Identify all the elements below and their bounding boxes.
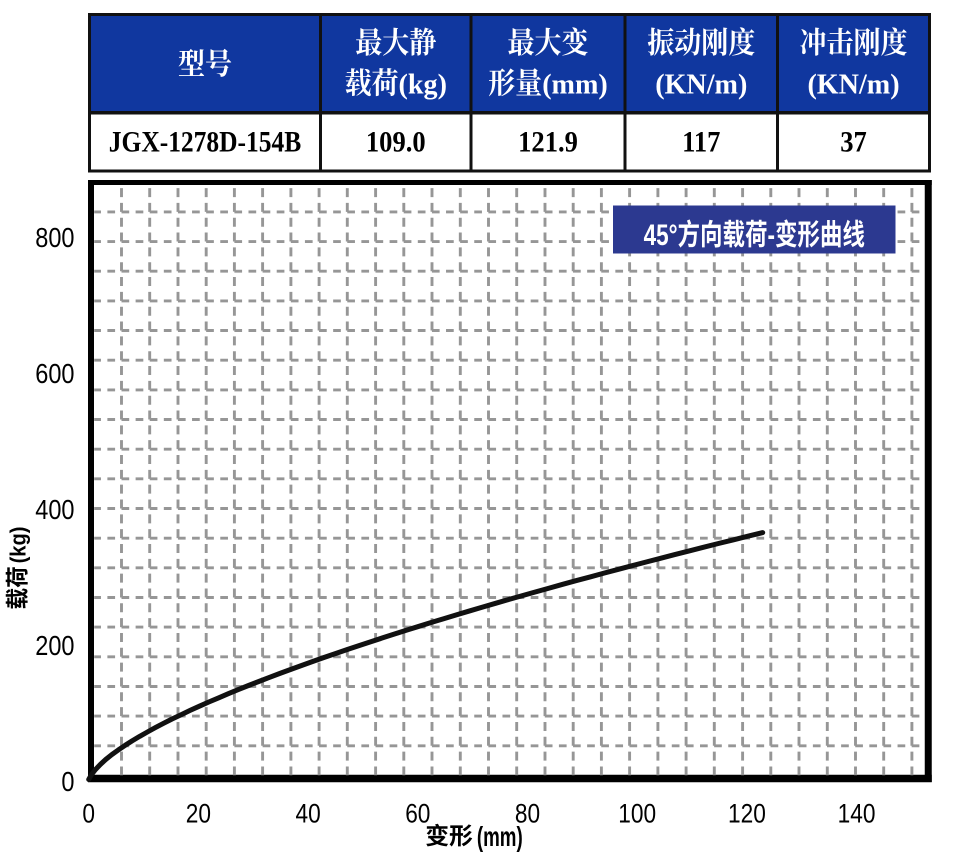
svg-text:60: 60: [405, 798, 430, 828]
svg-text:121.9: 121.9: [518, 126, 578, 159]
svg-text:117: 117: [682, 126, 720, 159]
svg-text:200: 200: [35, 631, 74, 661]
svg-text:-: -: [767, 218, 774, 252]
svg-text:140: 140: [838, 798, 876, 828]
svg-text:(kg): (kg): [399, 69, 447, 100]
svg-text:45°: 45°: [644, 218, 678, 252]
svg-text:120: 120: [728, 798, 766, 828]
svg-text:40: 40: [295, 798, 320, 828]
svg-text:80: 80: [515, 798, 540, 828]
svg-text:(mm): (mm): [542, 69, 608, 100]
svg-text:0: 0: [82, 798, 95, 828]
svg-text:600: 600: [35, 359, 74, 389]
svg-text:(KN/m): (KN/m): [655, 69, 747, 100]
svg-text:100: 100: [618, 798, 656, 828]
svg-text:(kg): (kg): [7, 526, 31, 563]
svg-text:400: 400: [35, 495, 74, 525]
svg-text:109.0: 109.0: [366, 126, 426, 159]
svg-text:(mm): (mm): [477, 821, 523, 853]
svg-text:800: 800: [35, 223, 74, 253]
svg-text:0: 0: [61, 767, 74, 797]
svg-text:(KN/m): (KN/m): [807, 69, 899, 100]
svg-text:37: 37: [840, 126, 867, 159]
svg-text:JGX-1278D-154B: JGX-1278D-154B: [109, 126, 301, 159]
svg-text:20: 20: [186, 798, 211, 828]
